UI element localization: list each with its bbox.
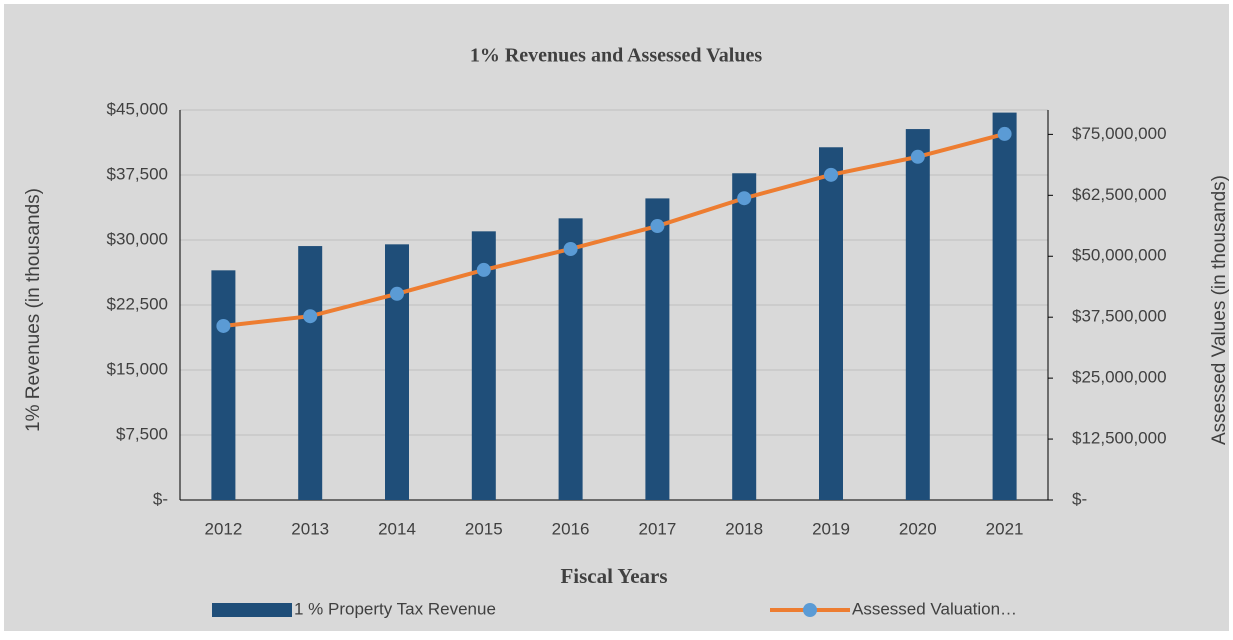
y2-tick-label: $12,500,000 — [1072, 429, 1167, 448]
bar — [819, 147, 843, 500]
y2-tick-label: $50,000,000 — [1072, 246, 1167, 265]
y2-tick-label: $25,000,000 — [1072, 368, 1167, 387]
line-marker — [390, 286, 404, 301]
x-tick-label: 2017 — [638, 519, 676, 538]
x-tick-label: 2019 — [812, 519, 850, 538]
bar — [732, 173, 757, 500]
y-axis-title: 1% Revenues (in thousands) — [23, 188, 44, 432]
x-tick-label: 2015 — [465, 519, 503, 538]
x-tick-label: 2014 — [378, 519, 416, 538]
x-tick-label: 2012 — [204, 519, 242, 538]
line-marker — [824, 167, 838, 182]
line-marker — [476, 262, 491, 277]
bar — [905, 129, 930, 501]
legend-marker — [803, 603, 817, 617]
y2-tick-label: $37,500,000 — [1072, 307, 1167, 326]
y-tick-label: $15,000 — [107, 359, 168, 378]
y2-axis-title: Assessed Values (in thousands) — [1209, 175, 1230, 445]
y2-tick-label: $- — [1072, 489, 1087, 508]
line-marker — [563, 241, 578, 256]
line-marker — [216, 318, 231, 333]
bar — [385, 244, 409, 500]
x-tick-label: 2021 — [986, 519, 1024, 538]
y-tick-label: $45,000 — [107, 99, 168, 118]
chart-background — [4, 4, 1229, 631]
x-tick-label: 2013 — [291, 519, 329, 538]
y2-tick-label: $75,000,000 — [1072, 124, 1167, 143]
y2-tick-label: $62,500,000 — [1072, 185, 1167, 204]
x-tick-label: 2016 — [552, 519, 590, 538]
line-marker — [737, 191, 752, 206]
x-tick-label: 2020 — [899, 519, 937, 538]
y-tick-label: $22,500 — [107, 294, 168, 313]
y-tick-label: $7,500 — [116, 424, 168, 443]
bar — [558, 218, 583, 501]
y-tick-label: $- — [153, 489, 168, 508]
legend-swatch — [212, 603, 292, 617]
y-tick-label: $30,000 — [107, 229, 168, 248]
line-marker — [997, 126, 1012, 141]
legend-label: 1 % Property Tax Revenue — [294, 599, 496, 618]
line-marker — [303, 309, 318, 324]
line — [223, 131, 1006, 328]
bar — [645, 198, 670, 500]
bar — [298, 246, 323, 500]
x-tick-label: 2018 — [725, 519, 763, 538]
chart-title: 1% Revenues and Assessed Values — [470, 45, 763, 67]
line-marker — [650, 219, 665, 234]
bar — [211, 270, 236, 500]
bar — [992, 112, 1017, 500]
legend-label: Assessed Valuation… — [852, 599, 1017, 618]
x-axis-title: Fiscal Years — [560, 564, 667, 588]
line-marker — [910, 149, 925, 164]
y-tick-label: $37,500 — [107, 164, 168, 183]
